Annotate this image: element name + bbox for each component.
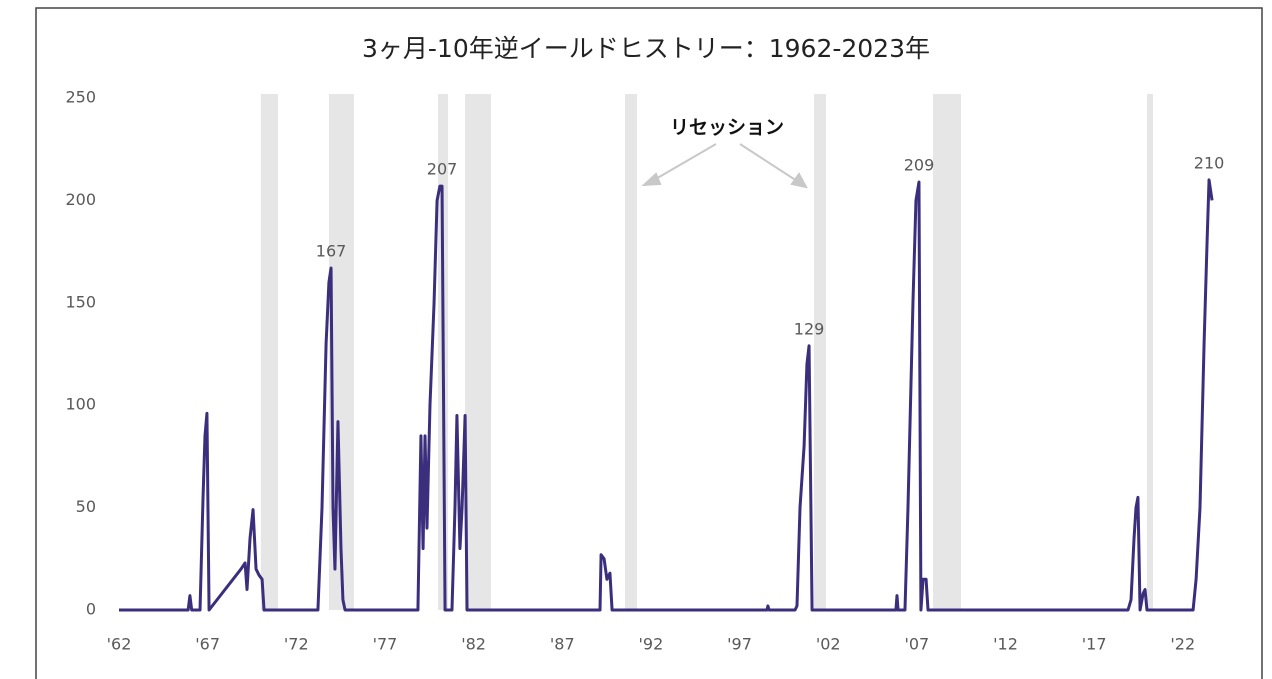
x-tick-label: '77 bbox=[373, 635, 398, 654]
x-tick-label: '87 bbox=[550, 635, 575, 654]
x-tick-label: '67 bbox=[195, 635, 220, 654]
y-tick-label: 0 bbox=[86, 600, 96, 619]
arrow bbox=[739, 143, 798, 182]
x-tick-label: '17 bbox=[1082, 635, 1107, 654]
arrow-head bbox=[641, 172, 662, 187]
x-tick-label: '12 bbox=[993, 635, 1018, 654]
recession-layer bbox=[260, 94, 1154, 610]
x-tick-label: '72 bbox=[284, 635, 309, 654]
recession-band bbox=[814, 94, 827, 610]
y-tick-label: 150 bbox=[65, 292, 96, 311]
x-tick-label: '02 bbox=[816, 635, 841, 654]
recession-band bbox=[1146, 94, 1154, 610]
arrow-head bbox=[790, 172, 808, 189]
recession-band bbox=[465, 94, 491, 610]
recession-label: リセッション bbox=[670, 117, 784, 139]
y-tick-label: 100 bbox=[65, 395, 96, 414]
series-line bbox=[119, 178, 1214, 612]
peak-label: 209 bbox=[904, 155, 935, 174]
x-tick-label: '07 bbox=[904, 635, 929, 654]
peak-label: 210 bbox=[1194, 153, 1225, 172]
frame bbox=[35, 7, 1263, 679]
x-tick-label: '22 bbox=[1170, 635, 1195, 654]
recession-band bbox=[625, 94, 638, 610]
x-tick-label: '82 bbox=[461, 635, 486, 654]
x-tick-label: '62 bbox=[107, 635, 132, 654]
y-tick-label: 50 bbox=[76, 497, 96, 516]
chart-title: 3ヶ月-10年逆イールドヒストリー：1962-2023年 bbox=[362, 34, 930, 63]
peak-label: 167 bbox=[316, 241, 347, 260]
y-tick-label: 200 bbox=[65, 190, 96, 209]
y-tick-label: 250 bbox=[65, 88, 96, 107]
recession-band bbox=[260, 94, 279, 610]
peak-label: 129 bbox=[794, 319, 825, 338]
x-tick-label: '92 bbox=[639, 635, 664, 654]
arrow bbox=[653, 143, 717, 181]
recession-arrows bbox=[641, 143, 808, 189]
peak-label: 207 bbox=[427, 160, 458, 179]
recession-band bbox=[932, 94, 961, 610]
x-tick-label: '97 bbox=[727, 635, 752, 654]
